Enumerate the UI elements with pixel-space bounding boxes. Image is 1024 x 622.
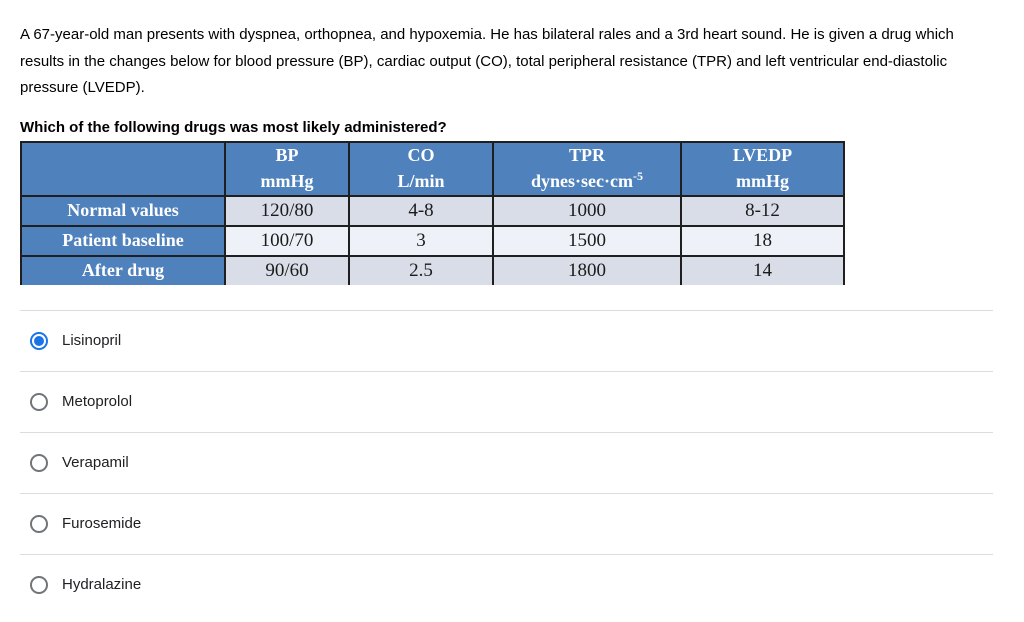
- table-cell: 18: [680, 224, 845, 257]
- option-metoprolol[interactable]: Metoprolol: [20, 370, 993, 432]
- radio-selected-icon[interactable]: [30, 331, 48, 350]
- row-label: Normal values: [20, 194, 226, 227]
- option-lisinopril[interactable]: Lisinopril: [20, 309, 993, 371]
- table-row-patient-baseline: Patient baseline 100/70 3 1500 18: [20, 224, 845, 257]
- table-cell: 1500: [492, 224, 682, 257]
- table-cell: 1800: [492, 254, 682, 285]
- table-cell: 2.5: [348, 254, 494, 285]
- hemodynamics-table: BP mmHg CO L/min TPR dynes·sec·cm-5 LVEDP mm…: [20, 140, 845, 285]
- table-cell: 8-12: [680, 194, 845, 227]
- table-cell: 14: [680, 254, 845, 285]
- table-cell: 120/80: [224, 194, 350, 227]
- option-furosemide[interactable]: Furosemide: [20, 492, 993, 554]
- option-hydralazine[interactable]: Hydralazine: [20, 553, 993, 615]
- column-header-tpr: TPR dynes·sec·cm-5: [492, 140, 682, 197]
- question-stem: A 67-year-old man presents with dyspnea,…: [20, 26, 954, 96]
- answer-options-list: Lisinopril Metoprolol Verapamil Furosemi…: [20, 309, 993, 615]
- table-cell: 4-8: [348, 194, 494, 227]
- table-row-after-drug: After drug 90/60 2.5 1800 14: [20, 254, 845, 285]
- table-cell: 100/70: [224, 224, 350, 257]
- table-header-row: BP mmHg CO L/min TPR dynes·sec·cm-5 LVEDP mm…: [20, 140, 845, 197]
- table-cell: 3: [348, 224, 494, 257]
- question-prompt: Which of the following drugs was most li…: [20, 118, 447, 136]
- column-header-lvedp: LVEDP mmHg: [680, 140, 845, 197]
- radio-icon[interactable]: [30, 392, 48, 411]
- column-header-bp: BP mmHg: [224, 140, 350, 197]
- row-label: Patient baseline: [20, 224, 226, 257]
- table-corner-cell: [20, 140, 226, 197]
- option-label: Hydralazine: [62, 576, 142, 593]
- table-cell: 90/60: [224, 254, 350, 285]
- table-cell: 1000: [492, 194, 682, 227]
- option-verapamil[interactable]: Verapamil: [20, 431, 993, 493]
- row-label: After drug: [20, 254, 226, 285]
- option-label: Furosemide: [62, 515, 142, 532]
- option-label: Metoprolol: [62, 393, 133, 410]
- radio-icon[interactable]: [30, 575, 48, 594]
- radio-icon[interactable]: [30, 453, 48, 472]
- option-label: Verapamil: [62, 454, 129, 471]
- column-header-co: CO L/min: [348, 140, 494, 197]
- option-label: Lisinopril: [62, 332, 122, 349]
- table-row-normal-values: Normal values 120/80 4-8 1000 8-12: [20, 194, 845, 227]
- radio-icon[interactable]: [30, 514, 48, 533]
